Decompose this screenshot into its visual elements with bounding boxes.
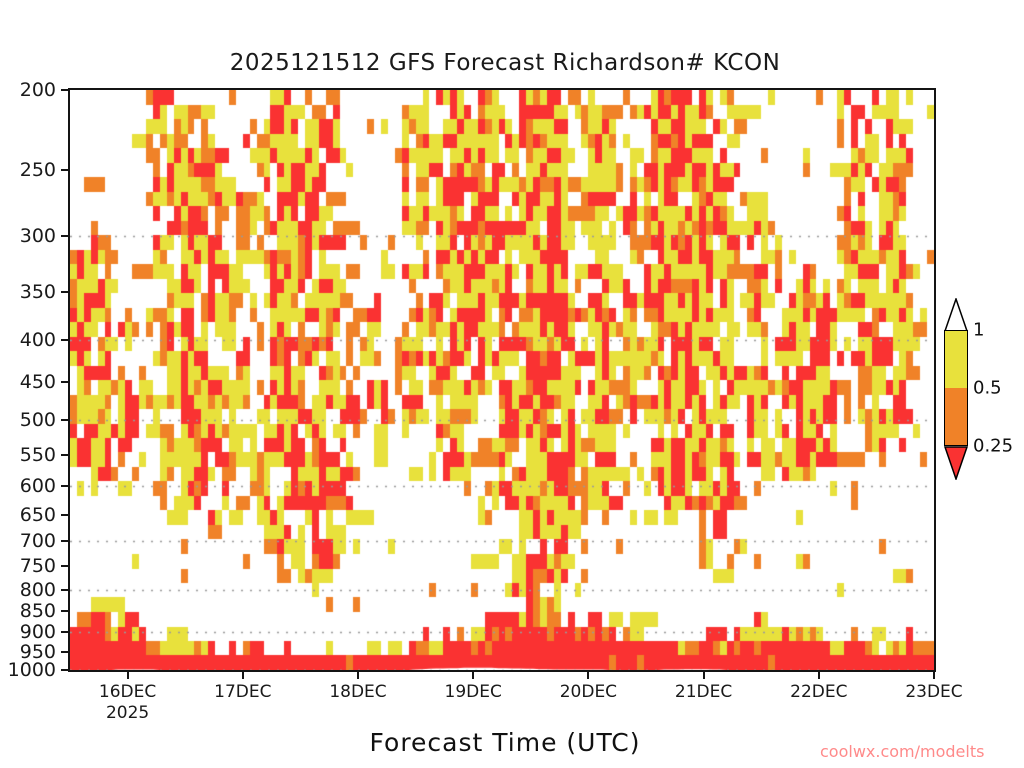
y-tick-label: 550 [19, 443, 56, 466]
y-tick-label: 450 [19, 371, 56, 394]
y-tick-mark [61, 631, 70, 634]
x-tick-label: 20DEC [559, 682, 618, 702]
x-axis-year-label: 2025 [105, 703, 150, 723]
colorbar-legend: 1 0.5 0.25 [944, 298, 1013, 480]
x-tick-mark [241, 670, 244, 679]
y-tick-mark [61, 650, 70, 653]
colorbar-label-0.25: 0.25 [973, 435, 1014, 457]
y-tick-mark [61, 381, 70, 384]
y-tick-label: 500 [19, 409, 56, 432]
terrain-band [70, 90, 934, 670]
x-tick-label: 18DEC [329, 682, 387, 702]
x-tick-mark [702, 670, 705, 679]
y-tick-mark [61, 453, 70, 456]
x-tick-label: 19DEC [444, 682, 502, 702]
y-tick-label: 250 [19, 159, 56, 182]
colorbar-top-arrow-icon [944, 298, 968, 332]
y-tick-label: 750 [19, 555, 56, 578]
y-tick-label: 350 [19, 280, 56, 303]
plot-area [68, 88, 936, 672]
y-tick-mark [61, 565, 70, 568]
x-tick-mark [817, 670, 820, 679]
y-tick-mark [61, 588, 70, 591]
y-tick-label: 400 [19, 328, 56, 351]
colorbar-bottom-arrow-icon [944, 446, 968, 480]
y-tick-mark [61, 484, 70, 487]
colorbar-body [944, 330, 968, 446]
y-tick-label: 700 [19, 530, 56, 553]
colorbar-segment-orange [945, 388, 967, 445]
chart-title: 2025121512 GFS Forecast Richardson# KCON [229, 50, 781, 76]
x-tick-label: 23DEC [905, 682, 963, 702]
y-tick-mark [61, 89, 70, 91]
y-tick-label: 300 [19, 225, 56, 248]
colorbar-segment-yellow [945, 331, 967, 388]
y-tick-label: 900 [19, 621, 56, 644]
y-tick-mark [61, 513, 70, 516]
y-tick-mark [61, 669, 70, 671]
watermark: coolwx.com/modelts [820, 742, 985, 761]
x-tick-label: 21DEC [674, 682, 733, 702]
x-tick-mark [472, 670, 475, 679]
y-tick-mark [61, 419, 70, 422]
x-axis-title: Forecast Time (UTC) [369, 728, 641, 757]
y-tick-label: 1000 [7, 659, 56, 681]
y-tick-label: 800 [19, 578, 56, 601]
y-tick-mark [61, 338, 70, 341]
y-tick-label: 200 [19, 79, 56, 101]
colorbar-label-1: 1 [973, 319, 985, 341]
y-tick-mark [61, 169, 70, 172]
y-tick-label: 850 [19, 600, 56, 623]
y-tick-label: 650 [19, 503, 56, 526]
x-tick-mark [357, 670, 359, 679]
colorbar-label-0.5: 0.5 [973, 377, 1002, 399]
y-tick-label: 600 [19, 474, 56, 497]
y-tick-label: 950 [19, 640, 56, 663]
y-tick-mark [61, 290, 70, 293]
y-tick-mark [61, 610, 70, 613]
y-tick-mark [61, 540, 70, 543]
x-tick-mark [587, 670, 590, 679]
x-tick-mark [933, 670, 935, 679]
x-tick-label: 16DEC [98, 682, 157, 702]
x-tick-label: 17DEC [214, 682, 272, 702]
x-tick-label: 22DEC [790, 682, 848, 702]
y-tick-mark [61, 235, 70, 238]
x-tick-mark [126, 670, 129, 679]
